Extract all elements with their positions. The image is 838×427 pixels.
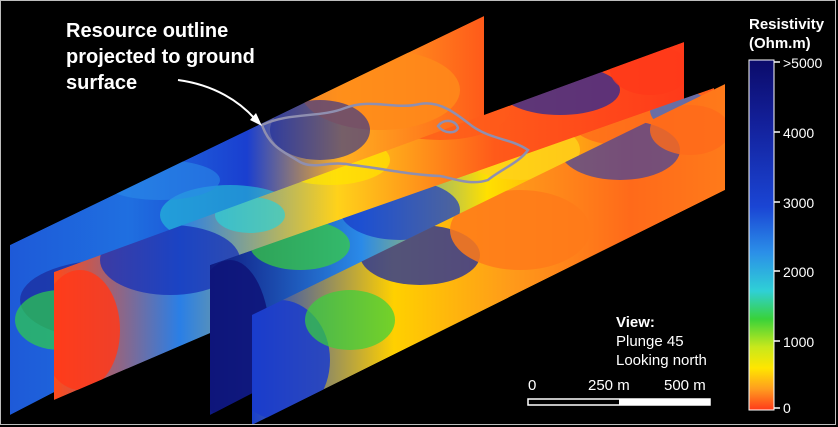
callout-text: Resource outline projected to ground sur… bbox=[66, 18, 255, 96]
scale-label-start: 0 bbox=[528, 377, 537, 394]
callout-line-3: surface bbox=[66, 72, 138, 94]
legend-title: Resistivity (Ohm.m) bbox=[749, 15, 824, 53]
callout-arrow bbox=[177, 79, 256, 120]
callout-arrowhead bbox=[250, 113, 262, 126]
legend-title-line-2: (Ohm.m) bbox=[749, 35, 811, 52]
legend-tick-label: >5000 bbox=[783, 55, 823, 71]
legend-tick-marks bbox=[774, 61, 780, 409]
legend-tick-label: 2000 bbox=[783, 264, 815, 280]
callout-line-1: Resource outline bbox=[66, 20, 229, 42]
scale-bar bbox=[527, 398, 711, 406]
view-info: View: Plunge 45 Looking north bbox=[616, 313, 707, 370]
legend-tick-label: 3000 bbox=[783, 195, 815, 211]
legend-title-line-1: Resistivity bbox=[749, 16, 825, 33]
legend-tick-label: 1000 bbox=[783, 334, 815, 350]
view-heading: View: bbox=[616, 314, 655, 331]
callout-line-2: projected to ground bbox=[66, 46, 255, 68]
legend-tick-label: 4000 bbox=[783, 125, 815, 141]
view-direction: Looking north bbox=[616, 352, 707, 369]
scale-label-mid: 250 m bbox=[588, 377, 630, 394]
legend-colorbar bbox=[748, 59, 775, 411]
resource-outline bbox=[260, 102, 530, 184]
view-plunge: Plunge 45 bbox=[616, 333, 684, 350]
legend-tick-label: 0 bbox=[783, 400, 791, 416]
scale-label-end: 500 m bbox=[664, 377, 706, 394]
